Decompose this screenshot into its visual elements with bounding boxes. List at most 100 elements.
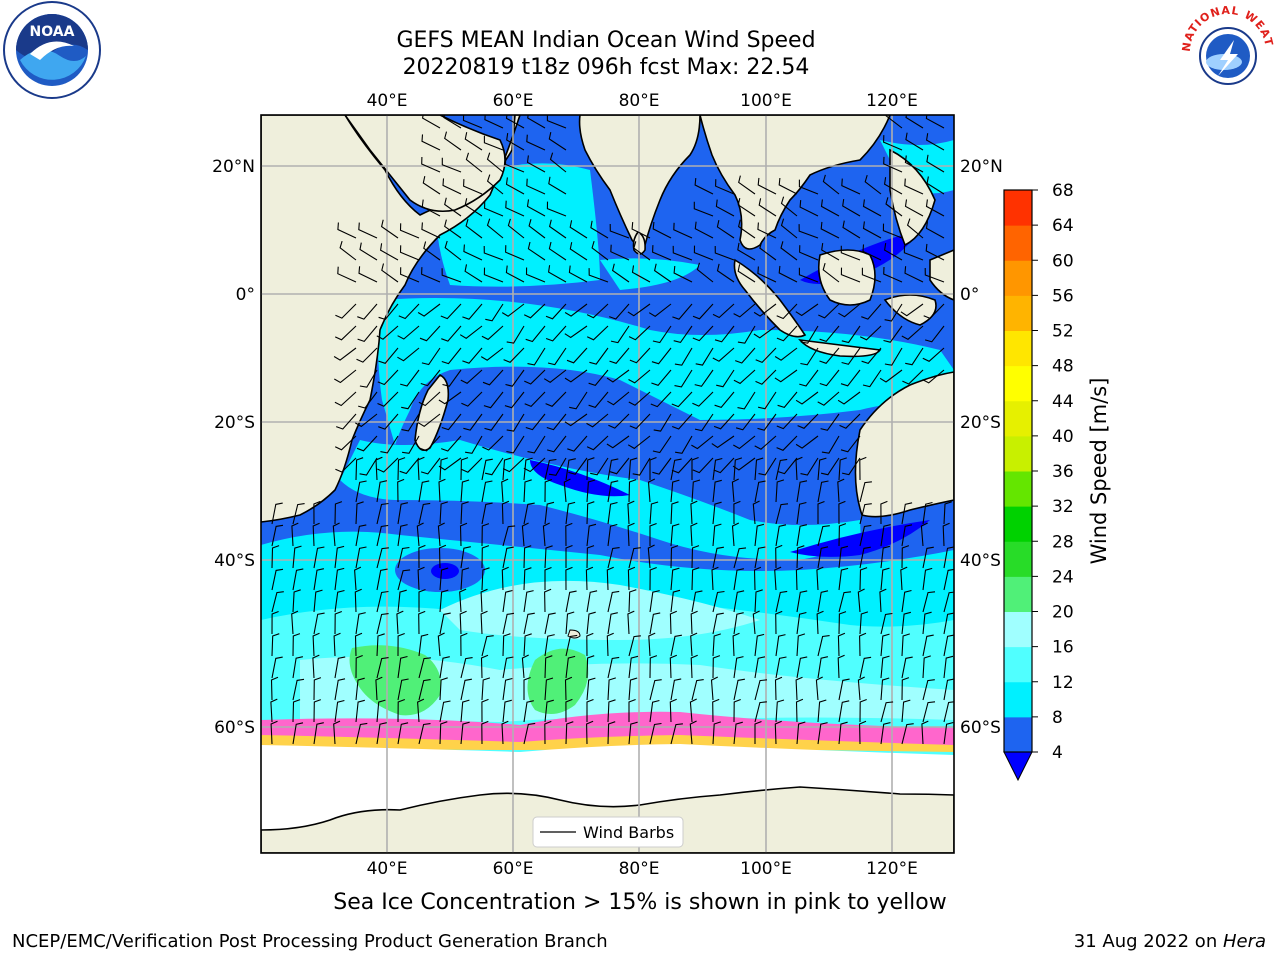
wind-barb bbox=[757, 266, 777, 283]
wind-barb bbox=[376, 590, 389, 613]
wind-barb bbox=[271, 524, 284, 547]
wind-barb bbox=[922, 679, 935, 701]
wind-barb bbox=[585, 566, 594, 591]
wind-barb bbox=[337, 266, 357, 283]
wind-barb bbox=[817, 391, 840, 406]
wind-barb bbox=[524, 369, 546, 385]
wind-barb bbox=[439, 501, 448, 525]
wind-barb bbox=[606, 435, 630, 449]
wind-barb bbox=[733, 547, 747, 569]
wind-barb bbox=[548, 457, 567, 476]
wind-barb bbox=[481, 635, 494, 657]
wind-barb bbox=[465, 435, 483, 454]
wind-barb bbox=[798, 179, 819, 195]
wind-barb bbox=[861, 347, 882, 365]
wind-barb bbox=[649, 522, 657, 546]
wind-barb bbox=[838, 457, 847, 481]
footer-date-text: 31 Aug 2022 on bbox=[1073, 931, 1223, 952]
wind-barb bbox=[526, 155, 546, 173]
wind-barb bbox=[650, 391, 672, 408]
wind-barb bbox=[943, 612, 954, 635]
wind-barb bbox=[421, 222, 441, 239]
wind-barb bbox=[502, 457, 525, 473]
wind-barb bbox=[901, 502, 913, 525]
wind-barb bbox=[862, 244, 882, 261]
wind-barb bbox=[376, 547, 389, 569]
wind-barb bbox=[563, 478, 571, 503]
wind-barb bbox=[312, 654, 320, 679]
wind-barb bbox=[733, 568, 745, 591]
wind-barb bbox=[796, 633, 806, 657]
wind-barb bbox=[921, 720, 929, 745]
wind-barb bbox=[564, 413, 588, 427]
wind-barb bbox=[674, 369, 693, 388]
colorbar-swatch bbox=[1004, 716, 1032, 753]
wind-barb bbox=[689, 720, 697, 745]
wind-barb bbox=[525, 413, 546, 431]
graticule bbox=[261, 115, 954, 853]
wind-barb bbox=[271, 502, 283, 525]
wind-barb bbox=[837, 478, 845, 503]
wind-barb bbox=[672, 413, 693, 430]
wind-barb bbox=[817, 635, 830, 657]
wind-barb bbox=[817, 722, 828, 745]
wind-barb bbox=[358, 391, 378, 409]
wind-barb bbox=[902, 369, 924, 385]
wind-barb bbox=[754, 633, 765, 657]
wind-barb bbox=[421, 199, 441, 217]
wind-barb bbox=[441, 347, 462, 365]
wind-barb bbox=[841, 347, 861, 365]
wind-barb bbox=[901, 545, 910, 569]
wind-barb bbox=[712, 590, 725, 613]
wind-barb bbox=[922, 611, 932, 635]
wind-barb bbox=[628, 677, 638, 701]
wind-barb bbox=[546, 201, 567, 217]
wind-barb bbox=[775, 524, 787, 547]
wind-barb bbox=[859, 611, 869, 635]
wind-barb bbox=[506, 435, 525, 454]
wind-barb bbox=[397, 546, 410, 569]
wind-barb bbox=[883, 135, 903, 151]
wind-barb bbox=[423, 241, 441, 261]
wind-barb bbox=[417, 698, 425, 723]
wind-barb bbox=[673, 222, 693, 239]
wind-barb bbox=[648, 303, 672, 317]
wind-barb bbox=[859, 698, 867, 723]
wind-barb bbox=[313, 612, 325, 635]
wind-barb bbox=[354, 632, 363, 657]
wind-barb bbox=[714, 325, 735, 343]
wind-barb bbox=[691, 679, 704, 701]
wind-barb bbox=[900, 566, 908, 591]
wind-barb bbox=[418, 633, 429, 657]
wind-barb bbox=[795, 566, 804, 591]
wind-barb bbox=[942, 522, 950, 547]
wind-barb bbox=[417, 303, 441, 317]
wind-barb bbox=[818, 303, 840, 319]
wind-barb bbox=[439, 721, 448, 745]
wind-barb bbox=[504, 157, 525, 173]
wind-barb bbox=[692, 303, 714, 320]
wind-barb bbox=[859, 656, 872, 679]
wind-barb bbox=[925, 199, 945, 217]
wind-barb bbox=[628, 721, 638, 745]
wind-barb bbox=[859, 546, 871, 569]
wind-barb bbox=[501, 478, 509, 503]
wind-barb bbox=[421, 156, 441, 173]
wind-barb bbox=[758, 198, 777, 217]
wind-barb bbox=[376, 699, 386, 723]
colorbar-tick-label: 56 bbox=[1052, 286, 1074, 306]
wind-barb bbox=[418, 391, 441, 407]
wind-barb bbox=[526, 178, 546, 195]
wind-barb bbox=[607, 480, 619, 503]
wind-barb bbox=[549, 152, 567, 173]
wind-barb bbox=[542, 522, 550, 547]
lat-label-left: 60°S bbox=[214, 718, 255, 738]
wind-barb bbox=[737, 197, 756, 217]
wind-barb bbox=[632, 457, 651, 476]
wind-barb bbox=[673, 325, 693, 344]
wind-barb bbox=[776, 303, 798, 320]
wind-barb bbox=[628, 589, 637, 613]
colorbar-swatch bbox=[1004, 365, 1032, 402]
wind-barb bbox=[481, 325, 504, 341]
